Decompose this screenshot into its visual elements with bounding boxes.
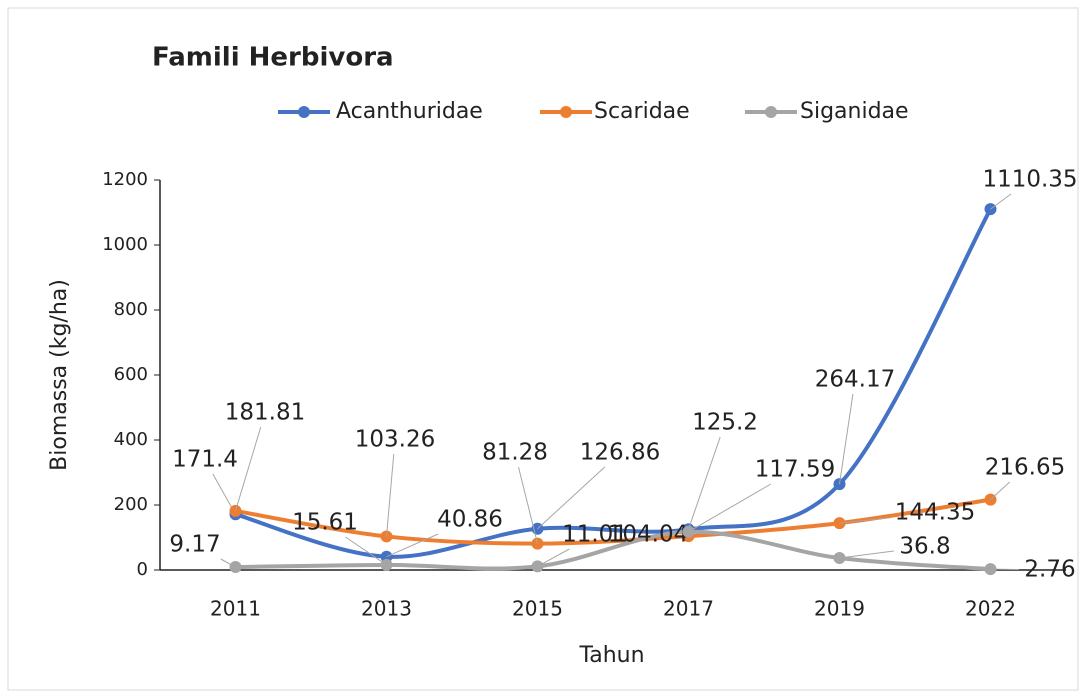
leader-line	[839, 550, 894, 559]
leader-line	[220, 558, 236, 568]
chart-title: Famili Herbivora	[152, 43, 394, 73]
legend-label: Scaridae	[594, 99, 690, 124]
data-label: 216.65	[985, 455, 1065, 481]
leader-line	[839, 517, 891, 524]
data-label: 181.81	[225, 400, 305, 426]
y-tick-label: 800	[114, 299, 148, 320]
leader-line	[688, 483, 772, 533]
legend-label: Acanthuridae	[336, 99, 483, 124]
y-tick-label: 200	[114, 494, 148, 515]
leader-line	[386, 533, 439, 558]
data-label: 81.28	[482, 440, 548, 466]
x-axis-title: Tahun	[578, 643, 644, 668]
data-label: 103.26	[355, 427, 435, 453]
data-label: 104.04	[608, 522, 688, 548]
data-label: 264.17	[815, 367, 895, 393]
leader-line	[386, 453, 395, 537]
legend-label: Siganidae	[800, 99, 909, 124]
data-label: 125.2	[692, 410, 758, 436]
y-axis-title: Biomassa (kg/ha)	[47, 279, 72, 471]
leader-line	[688, 436, 721, 530]
y-tick-label: 0	[137, 559, 148, 580]
data-label: 171.4	[172, 447, 238, 473]
x-tick-label: 2013	[361, 597, 412, 621]
x-tick-label: 2011	[210, 597, 261, 621]
series-line	[234, 208, 993, 559]
chart-frame	[7, 7, 1079, 691]
leader-line	[345, 536, 387, 566]
x-tick-label: 2022	[965, 597, 1016, 621]
leader-line	[839, 393, 854, 485]
data-label: 40.86	[437, 507, 503, 533]
y-tick-label: 1200	[102, 169, 148, 190]
data-label: 144.35	[895, 500, 975, 526]
leader-line	[517, 466, 538, 544]
data-label: 9.17	[169, 532, 220, 558]
y-tick-label: 600	[114, 364, 148, 385]
leader-line	[990, 193, 1012, 210]
legend-marker	[560, 106, 572, 118]
data-label: 1110.35	[982, 167, 1077, 193]
x-tick-label: 2019	[814, 597, 865, 621]
leader-line	[235, 426, 262, 512]
legend-marker	[298, 106, 310, 118]
legend-marker	[765, 106, 777, 118]
series-line	[235, 529, 991, 572]
data-label: 126.86	[580, 440, 660, 466]
leader-line	[537, 548, 570, 567]
data-label: 117.59	[755, 457, 835, 483]
x-tick-label: 2017	[663, 597, 714, 621]
data-label: 15.61	[292, 510, 358, 536]
y-tick-label: 400	[114, 429, 148, 450]
data-label: 11.01	[562, 522, 628, 548]
leader-line	[990, 481, 1011, 500]
data-label: 36.8	[899, 534, 950, 560]
data-label: 2.76	[1024, 557, 1075, 583]
x-tick-label: 2015	[512, 597, 563, 621]
leader-line	[537, 466, 606, 530]
y-tick-label: 1000	[102, 234, 148, 255]
